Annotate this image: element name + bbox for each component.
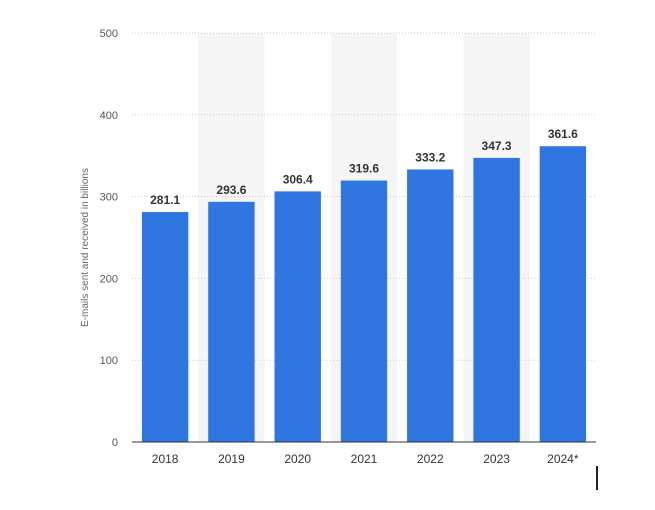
data-label: 333.2 [415, 150, 445, 164]
x-tick-label: 2023 [483, 452, 510, 466]
y-tick-label: 200 [100, 273, 118, 285]
x-tick-label: 2020 [284, 452, 311, 466]
bar-2020 [274, 191, 321, 442]
y-tick-label: 500 [100, 28, 118, 40]
text-cursor [596, 466, 598, 490]
x-tick-label: 2022 [417, 452, 444, 466]
y-axis-ticks: 0 100 200 300 400 500 [100, 28, 118, 449]
data-label: 319.6 [349, 162, 379, 176]
bar-2023 [473, 157, 520, 442]
y-tick-label: 400 [100, 110, 118, 122]
x-tick-label: 2019 [218, 452, 245, 466]
data-label: 293.6 [216, 183, 246, 197]
bar-2019 [208, 201, 255, 442]
data-label: 361.6 [548, 127, 578, 141]
y-axis-label: E-mails sent and received in billions [80, 168, 91, 327]
bar-2024* [539, 146, 587, 443]
x-tick-label: 2024* [547, 452, 579, 466]
bar-2021 [340, 180, 388, 442]
y-tick-label: 0 [112, 437, 118, 449]
data-labels: 281.1 293.6 306.4 319.6 333.2 347.3 361.6 [150, 127, 578, 207]
bar-2018 [141, 212, 189, 442]
x-tick-label: 2018 [152, 452, 179, 466]
data-label: 281.1 [150, 193, 180, 207]
y-tick-label: 100 [100, 355, 118, 367]
data-label: 306.4 [283, 172, 313, 186]
x-axis-ticks: 2018 2019 2020 2021 2022 2023 2024* [152, 452, 579, 466]
bar-2022 [407, 169, 454, 443]
x-tick-label: 2021 [351, 452, 378, 466]
y-tick-label: 300 [100, 192, 118, 204]
bars [141, 146, 587, 443]
data-label: 347.3 [482, 139, 512, 153]
